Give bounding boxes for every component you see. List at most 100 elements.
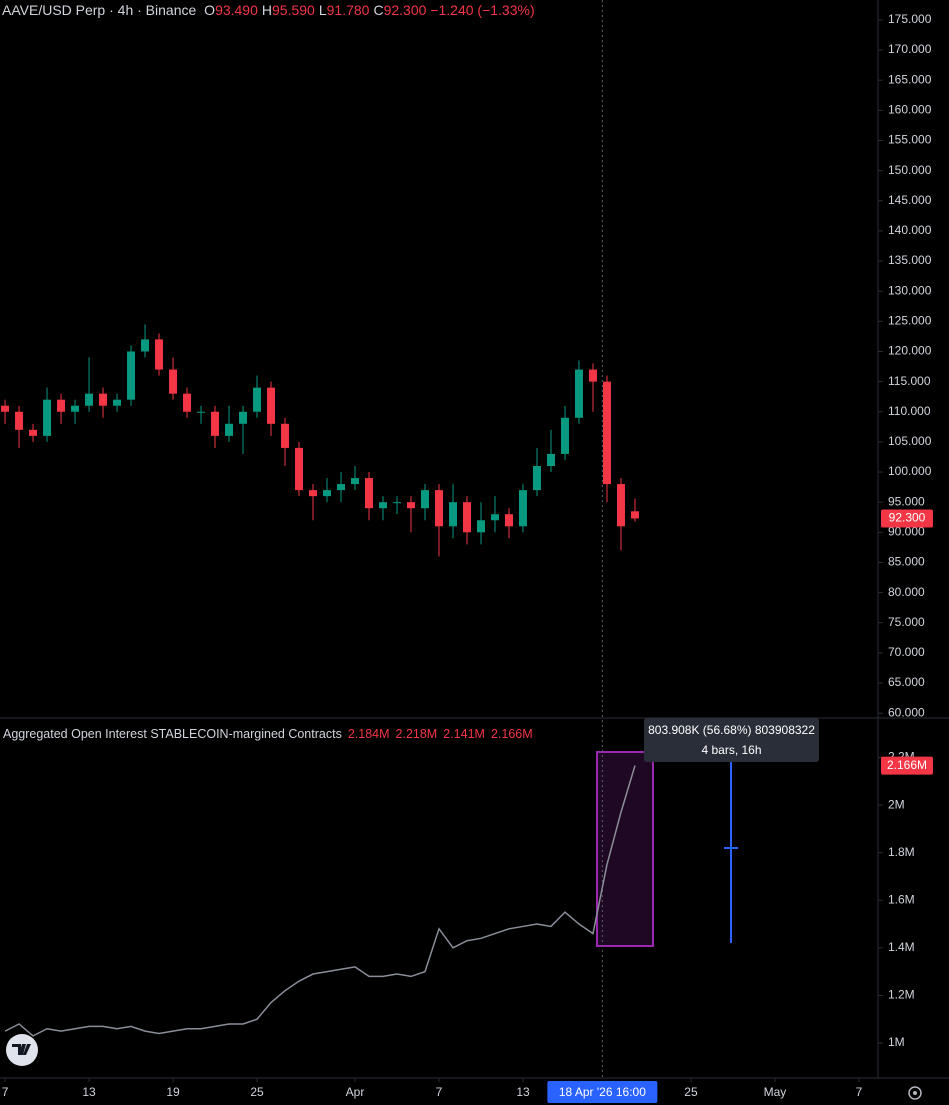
candle-body bbox=[141, 339, 150, 352]
ohlc-value: 91.780 bbox=[326, 2, 370, 18]
candle-body bbox=[351, 478, 360, 485]
ohlc-value: 92.300 bbox=[383, 2, 427, 18]
candle-body bbox=[309, 490, 318, 497]
y-tick-label: 165.000 bbox=[888, 72, 932, 86]
ohlc-key: O bbox=[204, 2, 216, 18]
y-tick-label: 85.000 bbox=[888, 555, 925, 569]
ohlc-value: 95.590 bbox=[272, 2, 315, 18]
crosshair-label: 18 Apr '26 16:00 bbox=[559, 1085, 646, 1099]
oi-legend: Aggregated Open Interest STABLECOIN-marg… bbox=[3, 727, 533, 741]
candle-body bbox=[337, 484, 346, 491]
candle-body bbox=[518, 490, 527, 527]
oi-values: 2.184M 2.218M 2.141M 2.166M bbox=[342, 727, 533, 741]
y-tick-label: 100.000 bbox=[888, 464, 932, 478]
candle-body bbox=[113, 399, 122, 406]
y-tick-label: 105.000 bbox=[888, 434, 932, 448]
y-tick-label: 150.000 bbox=[888, 163, 932, 177]
change: −1.240 (−1.33%) bbox=[430, 2, 535, 18]
y-tick-label: 65.000 bbox=[888, 675, 925, 689]
settings-icon[interactable] bbox=[908, 1086, 922, 1100]
candle-body bbox=[504, 514, 513, 527]
candle-body bbox=[183, 393, 192, 412]
x-tick-label: May bbox=[764, 1085, 787, 1099]
x-tick-label: 7 bbox=[436, 1085, 443, 1099]
ohlc-key: H bbox=[261, 2, 273, 18]
candle-body bbox=[29, 429, 38, 436]
candle-body bbox=[476, 520, 485, 533]
measure-box[interactable] bbox=[596, 751, 654, 947]
y-tick-label: 1.2M bbox=[888, 988, 915, 1002]
candle-body bbox=[127, 351, 136, 400]
y-tick-label: 130.000 bbox=[888, 283, 932, 297]
candle-body bbox=[1, 405, 10, 412]
candle-body bbox=[560, 417, 569, 454]
measure-line2: 4 bars, 16h bbox=[701, 743, 762, 757]
y-tick-label: 2M bbox=[888, 797, 905, 811]
candle-body bbox=[71, 405, 80, 412]
candle-body bbox=[155, 339, 164, 370]
symbol-header: AAVE/USD Perp · 4h · Binance O93.490 H95.… bbox=[2, 2, 535, 18]
y-tick-label: 125.000 bbox=[888, 313, 932, 327]
x-tick-label: 25 bbox=[250, 1085, 264, 1099]
last-value-tag bbox=[881, 509, 933, 528]
ohlc-key: L bbox=[318, 2, 327, 18]
y-tick-label: 70.000 bbox=[888, 645, 925, 659]
y-tick-label: 1.6M bbox=[888, 892, 915, 906]
candle-body bbox=[323, 490, 332, 497]
candle-body bbox=[393, 502, 402, 504]
candle-body bbox=[602, 381, 611, 485]
y-tick-label: 135.000 bbox=[888, 253, 932, 267]
x-tick-label: 7 bbox=[856, 1085, 863, 1099]
y-tick-label: 1.4M bbox=[888, 940, 915, 954]
y-tick-label: 75.000 bbox=[888, 615, 925, 629]
oi-legend-value: 2.218M bbox=[395, 727, 438, 741]
ohlc-value: 93.490 bbox=[215, 2, 258, 18]
candle-body bbox=[225, 423, 234, 436]
y-tick-label: 160.000 bbox=[888, 102, 932, 116]
y-tick-label: 145.000 bbox=[888, 193, 932, 207]
candle-body bbox=[588, 369, 597, 382]
measure-tooltip: 803.908K (56.68%) 803908322 4 bars, 16h bbox=[644, 718, 819, 762]
oi-title[interactable]: Aggregated Open Interest STABLECOIN-marg… bbox=[3, 727, 342, 741]
y-tick-label: 140.000 bbox=[888, 223, 932, 237]
x-tick-label: Apr bbox=[346, 1085, 365, 1099]
candle-body bbox=[616, 484, 625, 527]
y-tick-label: 155.000 bbox=[888, 133, 932, 147]
candle-body bbox=[281, 423, 290, 448]
measure-line1: 803.908K (56.68%) 803908322 bbox=[648, 723, 815, 737]
candle-body bbox=[379, 502, 388, 509]
candle-body bbox=[253, 387, 262, 412]
symbol[interactable]: AAVE/USD Perp · 4h · Binance bbox=[2, 2, 197, 18]
candle-body bbox=[85, 393, 94, 406]
candle-body bbox=[407, 502, 416, 509]
candle-body bbox=[365, 478, 374, 509]
last-value-label: 92.300 bbox=[889, 511, 926, 525]
y-tick-label: 90.000 bbox=[888, 524, 925, 538]
y-tick-label: 170.000 bbox=[888, 42, 932, 56]
candle-body bbox=[448, 502, 457, 527]
y-tick-label: 95.000 bbox=[888, 494, 925, 508]
candle-body bbox=[99, 393, 108, 406]
candle-body bbox=[239, 411, 248, 424]
oi-legend-value: 2.141M bbox=[443, 727, 485, 741]
y-tick-label: 110.000 bbox=[888, 404, 931, 418]
y-tick-label: 120.000 bbox=[888, 344, 932, 358]
x-tick-label: 25 bbox=[684, 1085, 698, 1099]
y-tick-label: 1M bbox=[888, 1035, 905, 1049]
candle-body bbox=[490, 514, 499, 521]
candle-body bbox=[197, 411, 206, 413]
candle-body bbox=[15, 411, 24, 430]
last-value-label: 2.166M bbox=[887, 758, 927, 772]
candle-body bbox=[57, 399, 66, 412]
crosshair-label-bg bbox=[547, 1081, 658, 1103]
last-value-tag bbox=[881, 756, 933, 775]
ohlc-fields: O93.490 H95.590 L91.780 C92.300 bbox=[200, 2, 430, 18]
candle-body bbox=[546, 453, 555, 467]
candle-body bbox=[532, 466, 541, 491]
candle-body bbox=[630, 511, 639, 519]
tv-logo[interactable] bbox=[6, 1034, 38, 1066]
y-tick-label: 175.000 bbox=[888, 12, 932, 26]
candle-body bbox=[43, 399, 52, 436]
